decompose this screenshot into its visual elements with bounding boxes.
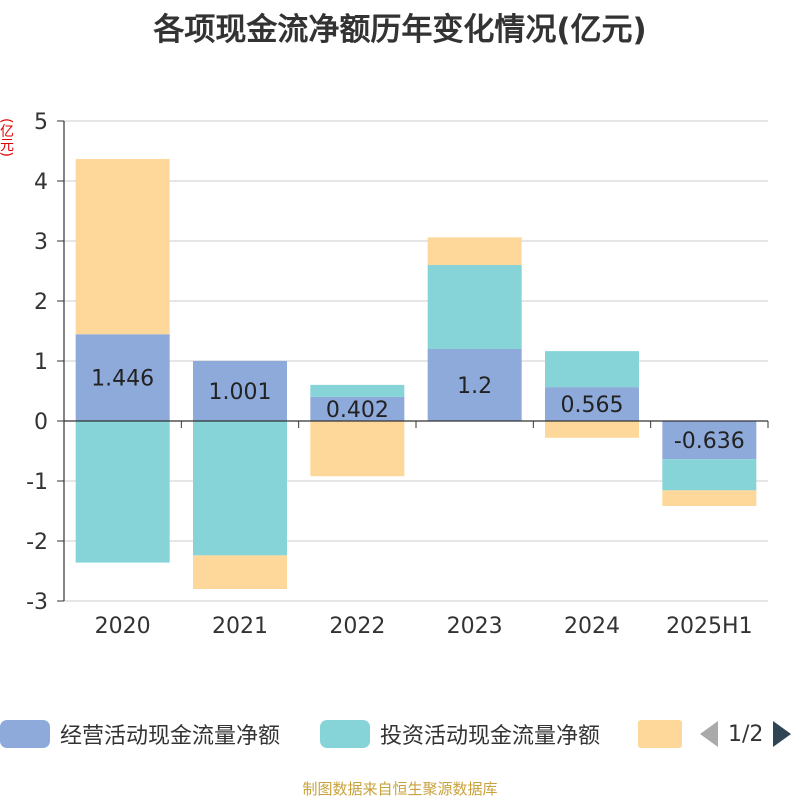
bar-series0-2021	[193, 360, 287, 421]
y-tick-label: -2	[26, 530, 48, 555]
legend-item-investing[interactable]: 投资活动现金流量净额	[320, 716, 600, 752]
bar-series0-2025H1	[662, 421, 757, 460]
bar-series2-2024	[545, 421, 639, 438]
bar-series1-2021	[193, 421, 287, 556]
data-label: 1.446	[91, 367, 154, 392]
data-label: 0.402	[326, 398, 389, 423]
bar-series0-2023	[427, 349, 522, 421]
bar-series1-2022	[310, 384, 405, 397]
y-tick-label: 5	[34, 110, 48, 135]
bar-series0-2024	[545, 387, 639, 421]
y-tick-label: 0	[34, 410, 48, 435]
y-tick-label: 4	[34, 170, 48, 195]
bar-series2-2020	[75, 159, 170, 335]
bar-series2-2022	[310, 421, 405, 477]
y-axis-unit-label: (亿元)	[0, 118, 14, 157]
x-tick-label: 2021	[212, 614, 268, 639]
legend-label-operating: 经营活动现金流量净额	[60, 724, 281, 749]
x-tick-label: 2023	[447, 614, 503, 639]
legend-page-indicator: 1/2	[728, 721, 764, 747]
chart-title: 各项现金流净额历年变化情况(亿元)	[153, 12, 647, 48]
data-label: -0.636	[674, 429, 745, 454]
legend-pager: 1/2	[700, 716, 792, 752]
bar-series2-2023	[427, 237, 522, 265]
bar-series1-2023	[427, 265, 522, 349]
legend-next-arrow-icon[interactable]	[773, 721, 792, 747]
data-label: 1.001	[209, 380, 272, 405]
y-tick-label: -3	[26, 590, 48, 615]
y-tick-label: 3	[34, 230, 48, 255]
bar-series1-2024	[545, 351, 639, 388]
y-tick-label: 2	[34, 290, 48, 315]
legend-item-operating[interactable]: 经营活动现金流量净额	[0, 716, 280, 752]
legend-label-investing: 投资活动现金流量净额	[380, 724, 601, 749]
y-tick-label: 1	[34, 350, 48, 375]
x-tick-label: 2025H1	[666, 614, 753, 639]
x-tick-label: 2024	[564, 614, 620, 639]
bar-series0-2020	[75, 334, 170, 421]
legend-swatch-operating	[0, 720, 50, 748]
x-tick-label: 2020	[95, 614, 151, 639]
bar-series1-2025H1	[662, 459, 757, 491]
bar-series0-2022	[310, 396, 405, 421]
data-label: 0.565	[561, 393, 624, 418]
source-note: 制图数据来自恒生聚源数据库	[302, 780, 498, 798]
y-tick-label: -1	[26, 470, 48, 495]
legend: 经营活动现金流量净额 投资活动现金流量净额 1/2	[0, 716, 800, 756]
x-tick-label: 2022	[329, 614, 385, 639]
legend-prev-arrow-icon[interactable]	[700, 721, 718, 747]
bar-series2-2025H1	[662, 490, 757, 506]
legend-swatch-investing	[320, 720, 370, 748]
bar-series1-2020	[75, 421, 170, 563]
legend-item-third[interactable]	[638, 716, 692, 752]
data-label: 1.2	[457, 374, 492, 399]
bar-series2-2021	[193, 555, 287, 589]
legend-swatch-third	[638, 720, 682, 748]
